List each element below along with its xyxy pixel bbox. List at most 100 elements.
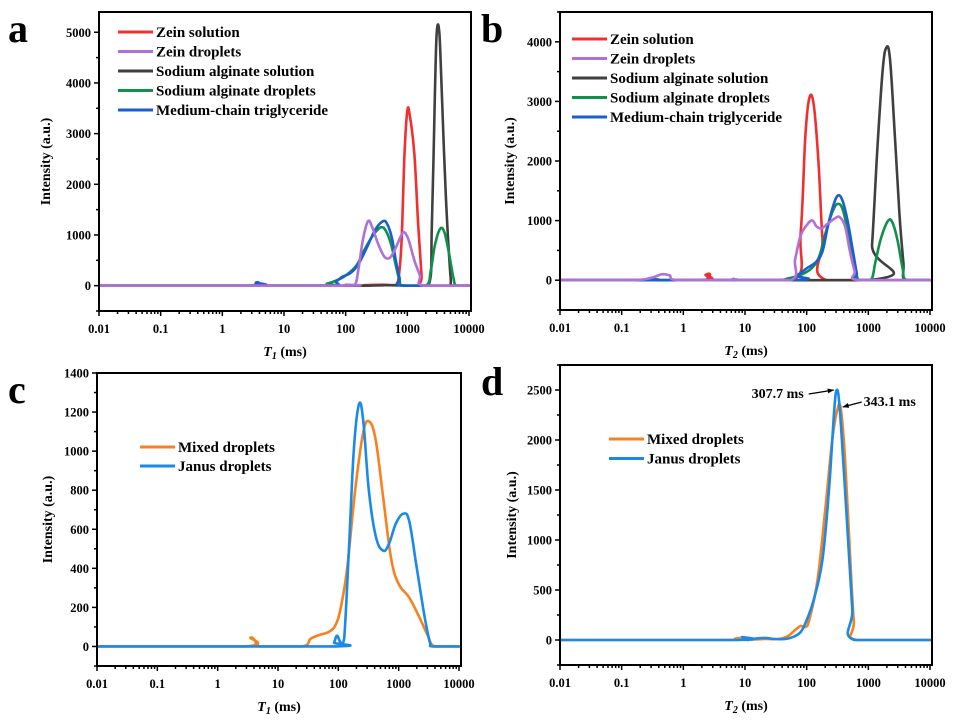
y-axis-title: Intensity (a.u.)	[41, 475, 56, 563]
x-axis-title: T1 (ms)	[263, 345, 307, 362]
y-axis-title: Intensity (a.u.)	[39, 117, 54, 205]
series-line-janus-droplets	[561, 388, 931, 642]
x-tick-label: 0.01	[549, 321, 571, 335]
x-axis-title: T2 (ms)	[724, 699, 768, 716]
x-tick-label: 1	[215, 677, 221, 691]
legend-item: Zein droplets	[118, 45, 241, 61]
y-tick-label: 0	[546, 634, 552, 648]
x-tick-label: 1	[219, 322, 225, 336]
series-line-medium-chain-triglyceride	[100, 219, 470, 287]
series-line-medium-chain-triglyceride	[561, 193, 931, 282]
y-tick-label: 2000	[527, 155, 552, 169]
x-tick-label: 10	[272, 677, 285, 691]
x-tick-label: 100	[797, 676, 816, 690]
legend-label: Zein solution	[156, 25, 240, 41]
legend: Zein solution Zein droplets Sodium alginat…	[118, 25, 328, 119]
y-tick-label: 4000	[66, 76, 91, 90]
legend-item: Medium-chain triglyceride	[572, 110, 782, 126]
x-axis-title: T2 (ms)	[724, 344, 768, 361]
x-tick-label: 0.01	[549, 676, 571, 690]
x-tick-label: 0.01	[86, 677, 108, 691]
x-tick-label: 1000	[386, 677, 411, 691]
legend-label: Medium-chain triglyceride	[610, 110, 782, 126]
x-tick-label: 1000	[856, 676, 881, 690]
y-tick-label: 0	[85, 279, 91, 293]
legend-item: Zein droplets	[572, 52, 695, 68]
legend-label: Sodium alginate solution	[610, 71, 769, 87]
x-tick-label: 100	[797, 321, 816, 335]
y-tick-label: 5000	[66, 26, 91, 40]
x-axis-symbol: T	[724, 344, 734, 359]
x-axis-unit: (ms)	[271, 700, 301, 715]
legend-item: Zein solution	[118, 25, 240, 41]
plot-frame	[98, 11, 472, 312]
y-axis-title: Intensity (a.u.)	[505, 471, 520, 559]
y-tick-label: 3000	[66, 127, 91, 141]
legend: Mixed droplets Janus droplets	[609, 432, 744, 468]
y-tick-label: 2000	[66, 178, 91, 192]
legend-label: Sodium alginate droplets	[156, 84, 316, 100]
panel-b: b 0.01 0.1 1 10 100 1000 10000 0 1000 2000 3000 4000…	[481, 6, 946, 361]
x-axis-title: T1 (ms)	[257, 700, 301, 717]
x-axis-symbol: T	[257, 700, 267, 715]
y-tick-label: 800	[70, 484, 89, 498]
x-axis-symbol: T	[263, 345, 273, 360]
legend-label: Zein droplets	[156, 45, 241, 61]
plot-frame	[559, 364, 933, 666]
x-axis-subscript: 2	[732, 705, 738, 716]
y-tick-label: 1400	[64, 367, 89, 381]
x-axis-subscript: 2	[732, 350, 738, 361]
x-tick-label: 10000	[453, 322, 484, 336]
legend-label: Sodium alginate solution	[156, 64, 315, 80]
x-tick-label: 10000	[443, 677, 474, 691]
y-tick-label: 1000	[64, 445, 89, 459]
arrow-head-icon	[842, 403, 850, 408]
y-tick-label: 1000	[66, 228, 91, 242]
legend-item: Zein solution	[572, 32, 694, 48]
legend-label: Janus droplets	[647, 452, 741, 468]
legend-item: Sodium alginate droplets	[572, 91, 770, 107]
series-group	[98, 401, 460, 648]
x-axis-symbol: T	[724, 699, 734, 714]
legend-item: Janus droplets	[609, 452, 741, 468]
x-axis-unit: (ms)	[738, 699, 768, 714]
series-group	[100, 23, 470, 287]
legend-item: Janus droplets	[140, 459, 272, 475]
x-tick-label: 100	[329, 677, 348, 691]
x-axis-subscript: 1	[272, 351, 277, 362]
y-tick-label: 1000	[527, 214, 552, 228]
series-line-janus-droplets	[98, 401, 460, 648]
plot-frame	[96, 372, 462, 667]
panel-c: c 0.01 0.1 1 10 100 1000 10000 0 200 400 600 800 1000…	[8, 367, 475, 718]
y-tick-label: 500	[533, 584, 552, 598]
y-tick-label: 400	[70, 562, 89, 576]
legend: Zein solution Zein droplets Sodium alginat…	[572, 32, 782, 126]
legend-label: Zein droplets	[610, 52, 695, 68]
x-axis-unit: (ms)	[277, 345, 307, 360]
x-tick-label: 0.01	[88, 322, 110, 336]
legend-label: Zein solution	[610, 32, 694, 48]
x-tick-label: 0.1	[153, 322, 169, 336]
x-axis-unit: (ms)	[738, 344, 768, 359]
panel-letter: c	[8, 367, 26, 412]
x-tick-label: 10000	[914, 676, 945, 690]
panel-d: d 0.01 0.1 1 10 100 1000 10000 0 500 1000 1500 2000 2…	[481, 359, 946, 716]
legend-item: Sodium alginate solution	[572, 71, 769, 87]
legend-label: Mixed droplets	[647, 432, 744, 448]
series-line-zein-droplets	[100, 219, 470, 287]
x-tick-label: 10	[278, 322, 291, 336]
series-group	[561, 388, 931, 642]
series-line-mixed-droplets	[98, 419, 460, 648]
x-tick-label: 1000	[395, 322, 420, 336]
y-tick-label: 1000	[527, 534, 552, 548]
x-tick-label: 0.1	[614, 321, 630, 335]
x-tick-label: 10	[739, 676, 752, 690]
legend-label: Medium-chain triglyceride	[156, 103, 328, 119]
legend-label: Mixed droplets	[178, 440, 275, 456]
x-tick-label: 0.1	[150, 677, 166, 691]
series-line-zein-droplets	[561, 215, 931, 282]
x-tick-label: 0.1	[614, 676, 630, 690]
y-tick-label: 1500	[527, 484, 552, 498]
series-line-zein-solution	[561, 93, 931, 282]
x-tick-label: 10	[739, 321, 752, 335]
